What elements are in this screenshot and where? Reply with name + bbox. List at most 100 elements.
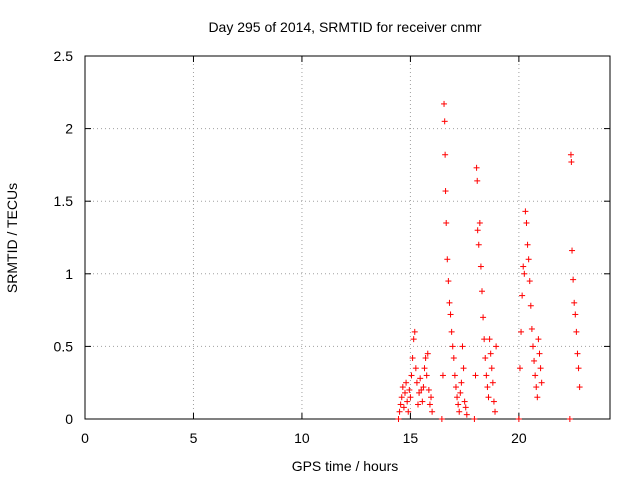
data-point	[515, 416, 522, 422]
data-point	[471, 416, 478, 422]
data-point	[455, 401, 462, 408]
data-point	[482, 355, 489, 362]
y-axis-label: SRMTID / TECUs	[4, 183, 20, 293]
data-point	[527, 302, 534, 309]
data-point	[524, 241, 531, 248]
data-point	[441, 100, 448, 107]
data-point	[429, 408, 436, 415]
x-tick-label: 20	[511, 430, 527, 446]
data-point	[529, 343, 536, 350]
data-point	[535, 336, 542, 343]
data-point	[408, 372, 415, 379]
data-point	[520, 263, 527, 270]
data-point	[462, 404, 469, 411]
data-point	[487, 350, 494, 357]
data-point	[475, 241, 482, 248]
data-point	[444, 256, 451, 263]
plot-frame	[84, 55, 611, 420]
data-points	[395, 100, 583, 422]
data-point	[411, 328, 418, 335]
data-point	[448, 328, 455, 335]
y-tick-label: 0.5	[54, 338, 74, 354]
data-point	[442, 151, 449, 158]
data-point	[447, 311, 454, 318]
x-tick-label: 10	[294, 430, 310, 446]
y-tick-label: 1.5	[54, 193, 74, 209]
data-point	[575, 365, 582, 372]
data-point	[492, 408, 499, 415]
data-point	[398, 394, 405, 401]
data-point	[472, 372, 479, 379]
data-point	[446, 299, 453, 306]
data-point	[532, 372, 539, 379]
data-point	[412, 365, 419, 372]
data-point	[417, 375, 424, 382]
data-point	[571, 299, 578, 306]
y-tick-label: 0	[65, 411, 73, 427]
x-tick-label: 0	[81, 430, 89, 446]
data-point	[439, 372, 446, 379]
data-point	[484, 384, 491, 391]
data-point	[480, 314, 487, 321]
data-point	[406, 386, 413, 393]
data-point	[493, 343, 500, 350]
data-point	[473, 164, 480, 171]
y-tick-label: 2.5	[54, 48, 74, 64]
data-point	[421, 365, 428, 372]
y-tick-label: 2	[65, 121, 73, 137]
data-point	[570, 276, 577, 283]
data-point	[533, 384, 540, 391]
chart-title: Day 295 of 2014, SRMTID for receiver cnm…	[208, 19, 481, 35]
data-point	[452, 384, 459, 391]
data-point	[442, 188, 449, 195]
y-tick-label: 1	[65, 266, 73, 282]
data-point	[407, 394, 414, 401]
data-point	[573, 328, 580, 335]
data-point	[450, 355, 457, 362]
data-point	[538, 379, 545, 386]
data-point	[488, 365, 495, 372]
data-point	[396, 408, 403, 415]
data-point	[395, 416, 402, 422]
data-point	[428, 394, 435, 401]
data-point	[519, 292, 526, 299]
data-point	[426, 401, 433, 408]
data-point	[518, 328, 525, 335]
data-point	[420, 384, 427, 391]
data-point	[536, 350, 543, 357]
data-point	[481, 336, 488, 343]
data-point	[566, 416, 573, 422]
data-point	[403, 379, 410, 386]
data-point	[485, 394, 492, 401]
data-point	[449, 343, 456, 350]
data-point	[445, 278, 452, 285]
data-point	[572, 311, 579, 318]
data-point	[479, 288, 486, 295]
data-point	[456, 408, 463, 415]
data-point	[423, 372, 430, 379]
data-point	[409, 355, 416, 362]
data-point	[568, 158, 575, 165]
data-point	[476, 219, 483, 226]
x-tick-label: 15	[403, 430, 419, 446]
data-point	[528, 325, 535, 332]
data-point	[574, 350, 581, 357]
axis-ticks: 0 0.5 1 1.5 2 2.5 0 5 10 15 20	[54, 48, 610, 446]
data-point	[458, 379, 465, 386]
data-point	[404, 398, 411, 405]
data-point	[477, 263, 484, 270]
data-point	[451, 372, 458, 379]
data-point	[438, 416, 445, 422]
data-point	[489, 379, 496, 386]
data-point	[516, 365, 523, 372]
data-point	[401, 389, 408, 396]
data-point	[441, 118, 448, 125]
data-point	[419, 398, 426, 405]
data-point	[424, 350, 431, 357]
data-point	[537, 365, 544, 372]
data-point	[457, 389, 464, 396]
data-point	[415, 401, 422, 408]
data-point	[443, 219, 450, 226]
data-point	[522, 208, 529, 215]
data-point	[483, 372, 490, 379]
